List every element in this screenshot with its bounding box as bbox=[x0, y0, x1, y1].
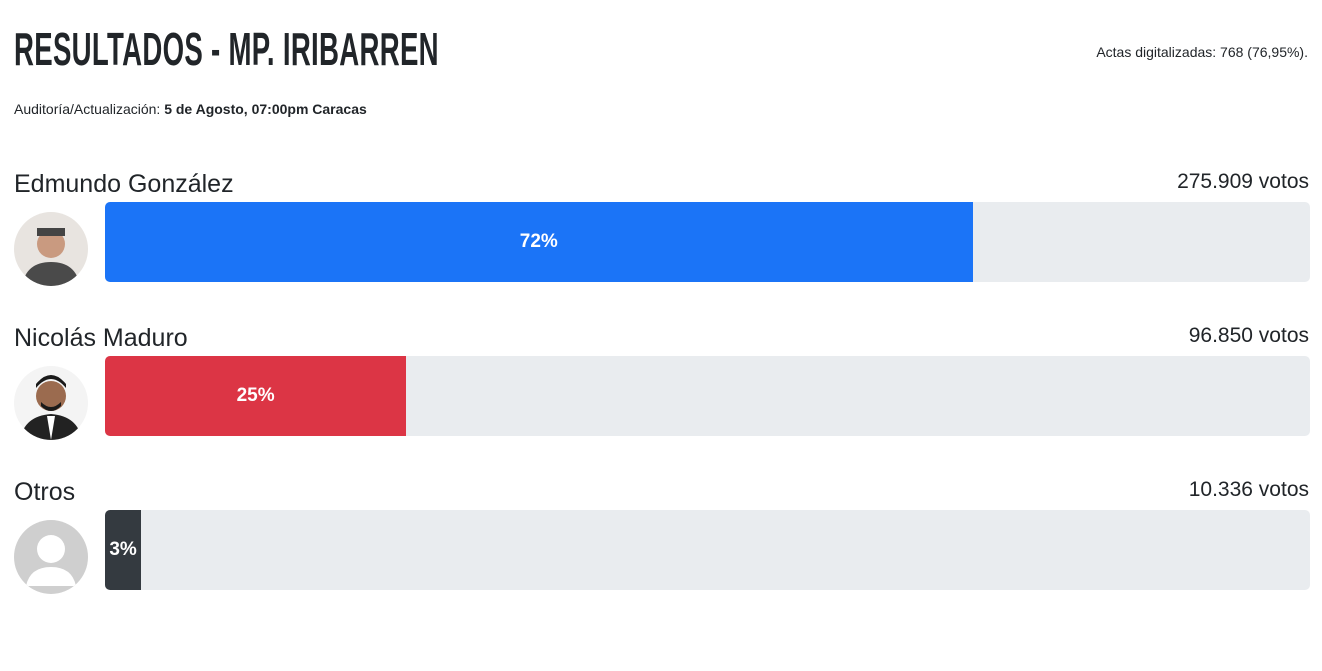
actas-info: Actas digitalizadas: 768 (76,95%). bbox=[1096, 44, 1308, 60]
candidate-row: Nicolás Maduro 96.850 votos 25% bbox=[0, 324, 1322, 478]
candidate-avatar bbox=[14, 212, 88, 286]
progress-bar: 72% bbox=[105, 202, 973, 282]
candidate-name: Edmundo González bbox=[14, 170, 234, 198]
candidate-row: Edmundo González 275.909 votos 72% bbox=[0, 170, 1322, 324]
progress-bar: 25% bbox=[105, 356, 407, 436]
percent-label: 3% bbox=[109, 539, 137, 560]
candidate-avatar bbox=[14, 366, 88, 440]
percent-label: 25% bbox=[236, 385, 275, 406]
update-value: 5 de Agosto, 07:00pm Caracas bbox=[164, 101, 367, 117]
candidate-avatar bbox=[14, 520, 88, 594]
percent-label: 72% bbox=[519, 231, 558, 252]
candidate-votes: 275.909 votos bbox=[1177, 170, 1309, 193]
progress-track: 25% bbox=[105, 356, 1310, 436]
candidate-name: Nicolás Maduro bbox=[14, 324, 188, 352]
progress-track: 3% bbox=[105, 510, 1310, 590]
update-info: Auditoría/Actualización: 5 de Agosto, 07… bbox=[14, 101, 367, 117]
candidate-name: Otros bbox=[14, 478, 76, 506]
page-title: RESULTADOS - MP. IRIBARREN bbox=[14, 23, 439, 75]
progress-bar: 3% bbox=[105, 510, 142, 590]
candidate-votes: 10.336 votos bbox=[1188, 478, 1309, 501]
update-label: Auditoría/Actualización: bbox=[14, 101, 161, 117]
progress-track: 72% bbox=[105, 202, 1310, 282]
candidate-row: Otros 10.336 votos 3% bbox=[0, 478, 1322, 632]
candidate-votes: 96.850 votos bbox=[1188, 324, 1309, 347]
